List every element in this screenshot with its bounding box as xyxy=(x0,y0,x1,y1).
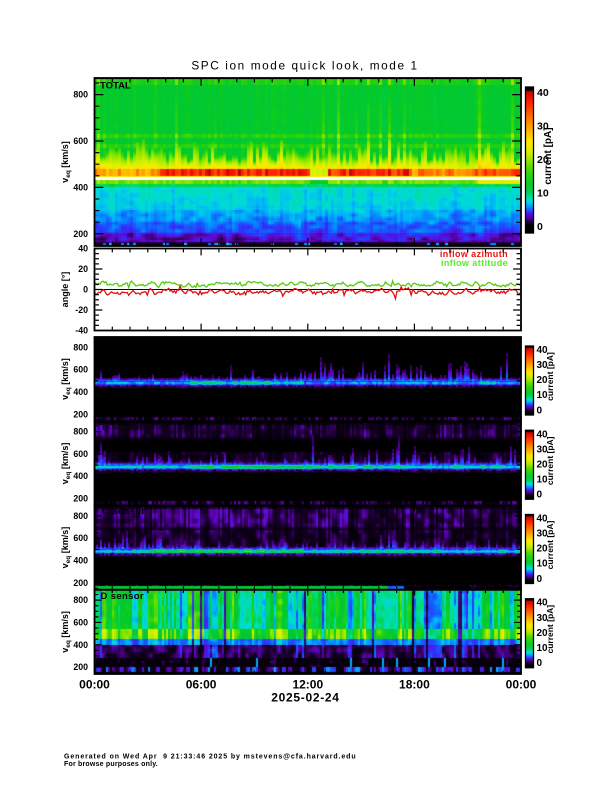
svg-text:20: 20 xyxy=(78,264,88,274)
svg-text:30: 30 xyxy=(537,529,549,540)
svg-text:For browse purposes only.: For browse purposes only. xyxy=(64,761,158,768)
svg-text:2025-02-24: 2025-02-24 xyxy=(271,691,339,705)
svg-text:0: 0 xyxy=(537,405,543,416)
svg-text:400: 400 xyxy=(73,471,88,481)
svg-text:200: 200 xyxy=(73,409,88,419)
svg-text:D sensor: D sensor xyxy=(101,591,144,602)
svg-text:400: 400 xyxy=(73,640,88,650)
svg-text:800: 800 xyxy=(73,511,88,521)
svg-text:inflow azimuth: inflow azimuth xyxy=(440,249,508,259)
svg-text:600: 600 xyxy=(73,365,88,375)
svg-text:20: 20 xyxy=(537,628,549,639)
svg-text:current [pA]: current [pA] xyxy=(545,352,555,401)
svg-text:30: 30 xyxy=(537,444,549,455)
svg-text:30: 30 xyxy=(537,121,549,133)
svg-text:current [pA]: current [pA] xyxy=(545,605,555,654)
svg-text:-20: -20 xyxy=(75,305,88,315)
svg-text:40: 40 xyxy=(78,244,88,254)
svg-text:20: 20 xyxy=(537,375,549,386)
svg-text:20: 20 xyxy=(537,544,549,555)
svg-text:20: 20 xyxy=(537,459,549,470)
svg-text:0: 0 xyxy=(537,221,543,233)
svg-text:veq [km/s]: veq [km/s] xyxy=(60,141,72,183)
svg-text:SPC ion mode quick look, mode: SPC ion mode quick look, mode 1 xyxy=(191,59,418,73)
svg-text:12:00: 12:00 xyxy=(292,678,323,692)
svg-text:18:00: 18:00 xyxy=(399,678,430,692)
svg-text:800: 800 xyxy=(73,90,88,100)
svg-text:400: 400 xyxy=(73,182,88,192)
svg-text:200: 200 xyxy=(73,662,88,672)
svg-text:400: 400 xyxy=(73,556,88,566)
svg-text:veq [km/s]: veq [km/s] xyxy=(60,611,72,653)
svg-text:00:00: 00:00 xyxy=(79,678,110,692)
svg-text:10: 10 xyxy=(537,559,549,570)
svg-text:Generated on Wed Apr 9 21:33:: Generated on Wed Apr 9 21:33:46 2025 by … xyxy=(64,753,357,760)
svg-text:veq [km/s]: veq [km/s] xyxy=(60,527,72,569)
svg-text:40: 40 xyxy=(537,598,549,609)
svg-text:400: 400 xyxy=(73,387,88,397)
svg-text:veq [km/s]: veq [km/s] xyxy=(60,443,72,485)
svg-text:0: 0 xyxy=(537,490,543,501)
svg-text:800: 800 xyxy=(73,427,88,437)
svg-text:C sensor: C sensor xyxy=(102,506,145,517)
svg-text:10: 10 xyxy=(537,475,549,486)
svg-text:40: 40 xyxy=(537,87,549,99)
svg-text:200: 200 xyxy=(73,494,88,504)
svg-text:20: 20 xyxy=(537,154,549,166)
svg-text:40: 40 xyxy=(537,345,549,356)
svg-text:600: 600 xyxy=(73,136,88,146)
svg-text:10: 10 xyxy=(537,643,549,654)
svg-text:current [pA]: current [pA] xyxy=(545,436,555,485)
svg-text:veq [km/s]: veq [km/s] xyxy=(60,358,72,400)
svg-text:06:00: 06:00 xyxy=(186,678,217,692)
svg-text:10: 10 xyxy=(537,390,549,401)
svg-text:inflow attitude: inflow attitude xyxy=(441,258,508,268)
svg-text:30: 30 xyxy=(537,613,549,624)
svg-text:200: 200 xyxy=(73,229,88,239)
svg-text:current [pA]: current [pA] xyxy=(545,521,555,570)
svg-text:800: 800 xyxy=(73,595,88,605)
svg-text:TOTAL: TOTAL xyxy=(100,81,131,92)
svg-text:40: 40 xyxy=(537,429,549,440)
svg-text:0: 0 xyxy=(83,285,88,295)
svg-text:600: 600 xyxy=(73,617,88,627)
svg-text:600: 600 xyxy=(73,533,88,543)
svg-text:30: 30 xyxy=(537,360,549,371)
svg-text:00:00: 00:00 xyxy=(506,678,537,692)
svg-text:current [pA]: current [pA] xyxy=(543,127,554,184)
svg-text:0: 0 xyxy=(537,658,543,669)
svg-text:40: 40 xyxy=(537,514,549,525)
svg-text:angle [°]: angle [°] xyxy=(60,272,70,308)
svg-text:200: 200 xyxy=(73,578,88,588)
svg-text:10: 10 xyxy=(537,188,549,200)
svg-text:-40: -40 xyxy=(75,326,88,336)
svg-text:B sensor: B sensor xyxy=(102,422,143,433)
svg-text:0: 0 xyxy=(537,574,543,585)
svg-text:600: 600 xyxy=(73,449,88,459)
svg-text:800: 800 xyxy=(73,342,88,352)
